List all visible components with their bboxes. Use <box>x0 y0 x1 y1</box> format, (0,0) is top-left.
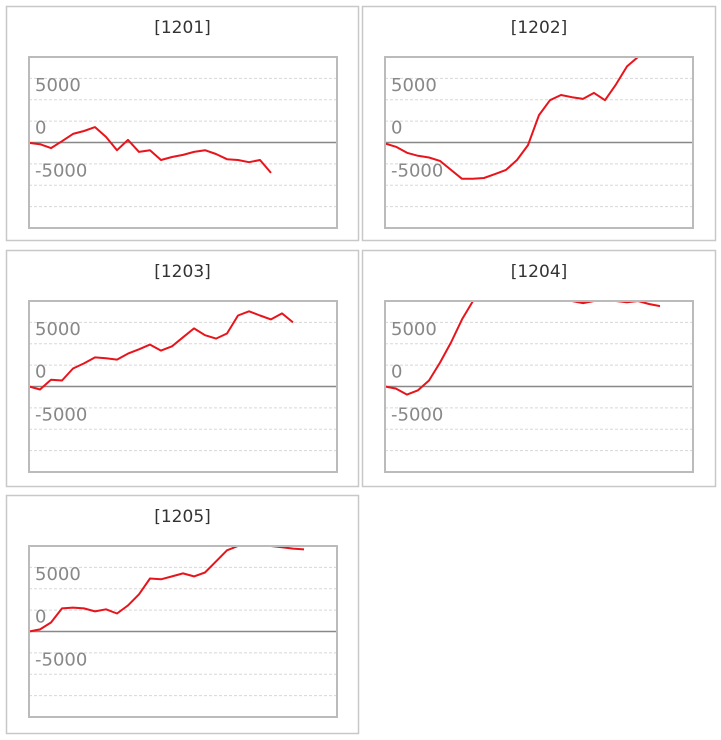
plot-border <box>28 56 338 229</box>
plot-border <box>384 56 694 229</box>
panel-border <box>5 494 360 735</box>
y-tick-label: 0 <box>391 362 402 383</box>
y-tick-label: -5000 <box>391 160 443 181</box>
panel-border <box>361 249 717 488</box>
y-tick-label: 5000 <box>391 75 437 96</box>
chart-title: [1202] <box>511 18 568 38</box>
plot-border <box>384 300 694 473</box>
data-line <box>29 126 272 174</box>
chart-panel: [1203] 5000 0 -5000 <box>5 249 360 488</box>
y-tick-label: -5000 <box>35 404 87 425</box>
y-tick-label: -5000 <box>391 404 443 425</box>
plot-border <box>28 545 338 718</box>
y-tick-label: 5000 <box>391 319 437 340</box>
panel-border <box>361 5 717 242</box>
y-tick-label: -5000 <box>35 160 87 181</box>
chart-panel: [1201] 5000 0 -5000 <box>5 5 360 242</box>
y-tick-label: 5000 <box>35 319 81 340</box>
chart-panel: [1202] 5000 0 -5000 <box>361 5 717 242</box>
y-tick-label: 0 <box>35 362 46 383</box>
series-group <box>29 126 272 174</box>
chart-panel: [1205] 5000 0 -5000 <box>5 494 360 735</box>
plot-border <box>28 300 338 473</box>
chart-title: [1204] <box>511 262 568 282</box>
y-tick-label: 0 <box>35 118 46 139</box>
y-tick-label: -5000 <box>35 649 87 670</box>
panel-border <box>5 249 360 488</box>
panel-border <box>5 5 360 242</box>
y-tick-label: 5000 <box>35 75 81 96</box>
chart-title: [1205] <box>154 507 211 527</box>
y-tick-label: 5000 <box>35 564 81 585</box>
chart-title: [1203] <box>154 262 211 282</box>
series-group <box>29 310 294 391</box>
chart-title: [1201] <box>154 18 211 38</box>
data-line <box>385 56 660 180</box>
chart-panel: [1204] 5000 0 -5000 <box>361 249 717 488</box>
y-tick-label: 0 <box>391 118 402 139</box>
y-tick-label: 0 <box>35 607 46 628</box>
series-group <box>385 56 660 180</box>
data-line <box>29 310 294 391</box>
